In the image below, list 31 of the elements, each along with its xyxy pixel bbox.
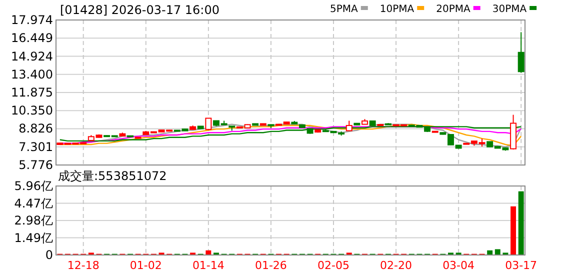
y-tick-label: 10.350 — [11, 104, 53, 118]
y-tick-label: 5.776 — [18, 158, 53, 172]
x-tick-label: 02-05 — [318, 259, 350, 272]
y-tick-label: 16.449 — [11, 31, 53, 46]
y-tick-label: 17.974 — [11, 13, 53, 27]
x-tick-label: 01-26 — [254, 259, 287, 272]
y-tick-label: 11.875 — [11, 86, 53, 100]
bar — [510, 206, 516, 255]
legend-label: 5PMA — [330, 4, 358, 15]
y-tick-label: 8.826 — [18, 122, 53, 136]
chart-title: [01428] 2026-03-17 16:00 — [60, 3, 220, 17]
x-tick-label: 02-20 — [380, 259, 412, 272]
legend-label: 20PMA — [436, 4, 470, 15]
legend-label: 30PMA — [492, 4, 527, 15]
bar — [518, 191, 524, 255]
legend-label: 10PMA — [380, 4, 414, 15]
y-tick-label: 14.924 — [11, 49, 53, 64]
x-tick-label: 03-17 — [505, 259, 538, 272]
chart-title: 成交量:553851072 — [58, 169, 167, 183]
x-tick-label: 03-04 — [442, 259, 475, 272]
y-tick-label: 2.98亿 — [14, 214, 53, 228]
x-tick-label: 01-02 — [130, 259, 162, 272]
y-tick-label: 0 — [45, 248, 53, 262]
bar — [494, 249, 500, 255]
y-tick-label: 7.301 — [18, 140, 53, 154]
y-tick-label: 5.96亿 — [14, 179, 53, 193]
y-tick-label: 1.49亿 — [14, 230, 53, 245]
x-tick-label: 01-14 — [192, 259, 224, 272]
x-tick-label: 12-18 — [67, 259, 100, 272]
y-tick-label: 4.47亿 — [14, 196, 53, 210]
y-tick-label: 13.400 — [11, 67, 53, 82]
